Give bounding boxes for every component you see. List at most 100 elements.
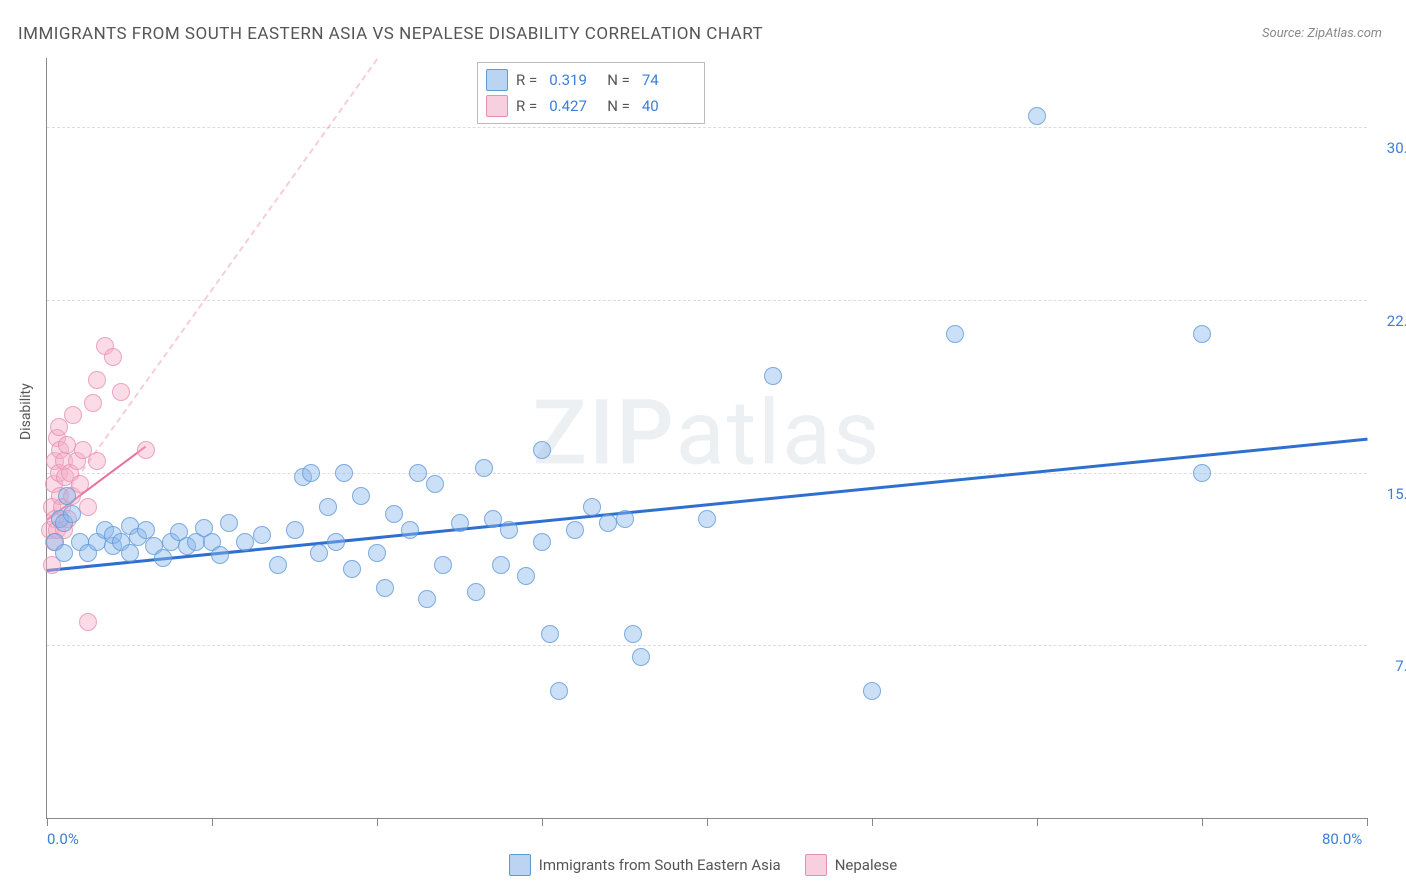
data-point <box>517 567 535 585</box>
data-point <box>335 464 353 482</box>
data-point <box>79 498 97 516</box>
data-point <box>475 459 493 477</box>
data-point <box>50 418 68 436</box>
watermark: ZIPatlas <box>533 380 882 485</box>
gridline <box>47 473 1367 474</box>
data-point <box>533 441 551 459</box>
bottom-legend-pink: Nepalese <box>805 854 898 876</box>
swatch-blue-icon <box>486 69 508 91</box>
data-point <box>137 441 155 459</box>
data-point <box>236 533 254 551</box>
y-tick-label: 22.5% <box>1372 312 1406 330</box>
data-point <box>88 371 106 389</box>
data-point <box>112 383 130 401</box>
data-point <box>55 544 73 562</box>
x-tick <box>212 818 213 826</box>
data-point <box>451 514 469 532</box>
data-point <box>121 544 139 562</box>
data-point <box>409 464 427 482</box>
data-point <box>616 510 634 528</box>
data-point <box>154 549 172 567</box>
x-tick <box>1037 818 1038 826</box>
y-axis-label: Disability <box>18 383 34 440</box>
data-point <box>58 436 76 454</box>
source-label: Source: ZipAtlas.com <box>1262 26 1382 41</box>
series-label-pink: Nepalese <box>835 856 898 874</box>
data-point <box>533 533 551 551</box>
x-tick <box>872 818 873 826</box>
x-tick-label: 80.0% <box>1322 830 1362 848</box>
data-point <box>401 521 419 539</box>
data-point <box>84 394 102 412</box>
data-point <box>63 505 81 523</box>
r-value-pink: 0.427 <box>549 97 599 115</box>
gridline <box>47 645 1367 646</box>
data-point <box>467 583 485 601</box>
series-label-blue: Immigrants from South Eastern Asia <box>539 856 781 874</box>
gridline <box>47 300 1367 301</box>
y-tick-label: 7.5% <box>1372 657 1406 675</box>
data-point <box>624 625 642 643</box>
data-point <box>946 325 964 343</box>
gridline <box>47 127 1367 128</box>
data-point <box>599 514 617 532</box>
data-point <box>566 521 584 539</box>
data-point <box>1028 107 1046 125</box>
x-tick <box>47 818 48 826</box>
x-tick <box>1367 818 1368 826</box>
data-point <box>211 546 229 564</box>
n-label: N = <box>607 71 630 89</box>
data-point <box>698 510 716 528</box>
legend-row-blue: R = 0.319 N = 74 <box>486 67 692 93</box>
x-tick-label: 0.0% <box>47 830 79 848</box>
data-point <box>319 498 337 516</box>
r-label: R = <box>516 71 537 89</box>
data-point <box>327 533 345 551</box>
chart-plot-area: ZIPatlas R = 0.319 N = 74 R = 0.427 N = … <box>46 58 1367 819</box>
data-point <box>426 475 444 493</box>
x-tick <box>1202 818 1203 826</box>
data-point <box>343 560 361 578</box>
data-point <box>88 452 106 470</box>
data-point <box>500 521 518 539</box>
bottom-legend: Immigrants from South Eastern Asia Nepal… <box>0 854 1406 876</box>
chart-title: IMMIGRANTS FROM SOUTH EASTERN ASIA VS NE… <box>18 24 763 44</box>
data-point <box>286 521 304 539</box>
data-point <box>310 544 328 562</box>
data-point <box>269 556 287 574</box>
swatch-blue-icon <box>509 854 531 876</box>
data-point <box>1193 325 1211 343</box>
r-label: R = <box>516 97 537 115</box>
data-point <box>220 514 238 532</box>
data-point <box>368 544 386 562</box>
data-point <box>583 498 601 516</box>
trend-line <box>47 438 1367 572</box>
data-point <box>79 613 97 631</box>
data-point <box>550 682 568 700</box>
correlation-legend-box: R = 0.319 N = 74 R = 0.427 N = 40 <box>477 62 705 124</box>
data-point <box>863 682 881 700</box>
swatch-pink-icon <box>486 95 508 117</box>
data-point <box>352 487 370 505</box>
x-tick <box>377 818 378 826</box>
data-point <box>764 367 782 385</box>
swatch-pink-icon <box>805 854 827 876</box>
n-value-pink: 40 <box>642 97 692 115</box>
data-point <box>434 556 452 574</box>
data-point <box>418 590 436 608</box>
n-label: N = <box>607 97 630 115</box>
data-point <box>64 406 82 424</box>
x-tick <box>707 818 708 826</box>
x-tick <box>542 818 543 826</box>
data-point <box>253 526 271 544</box>
data-point <box>484 510 502 528</box>
data-point <box>632 648 650 666</box>
n-value-blue: 74 <box>642 71 692 89</box>
legend-row-pink: R = 0.427 N = 40 <box>486 93 692 119</box>
data-point <box>385 505 403 523</box>
data-point <box>492 556 510 574</box>
data-point <box>541 625 559 643</box>
y-tick-label: 15.0% <box>1372 485 1406 503</box>
data-point <box>376 579 394 597</box>
data-point <box>58 487 76 505</box>
